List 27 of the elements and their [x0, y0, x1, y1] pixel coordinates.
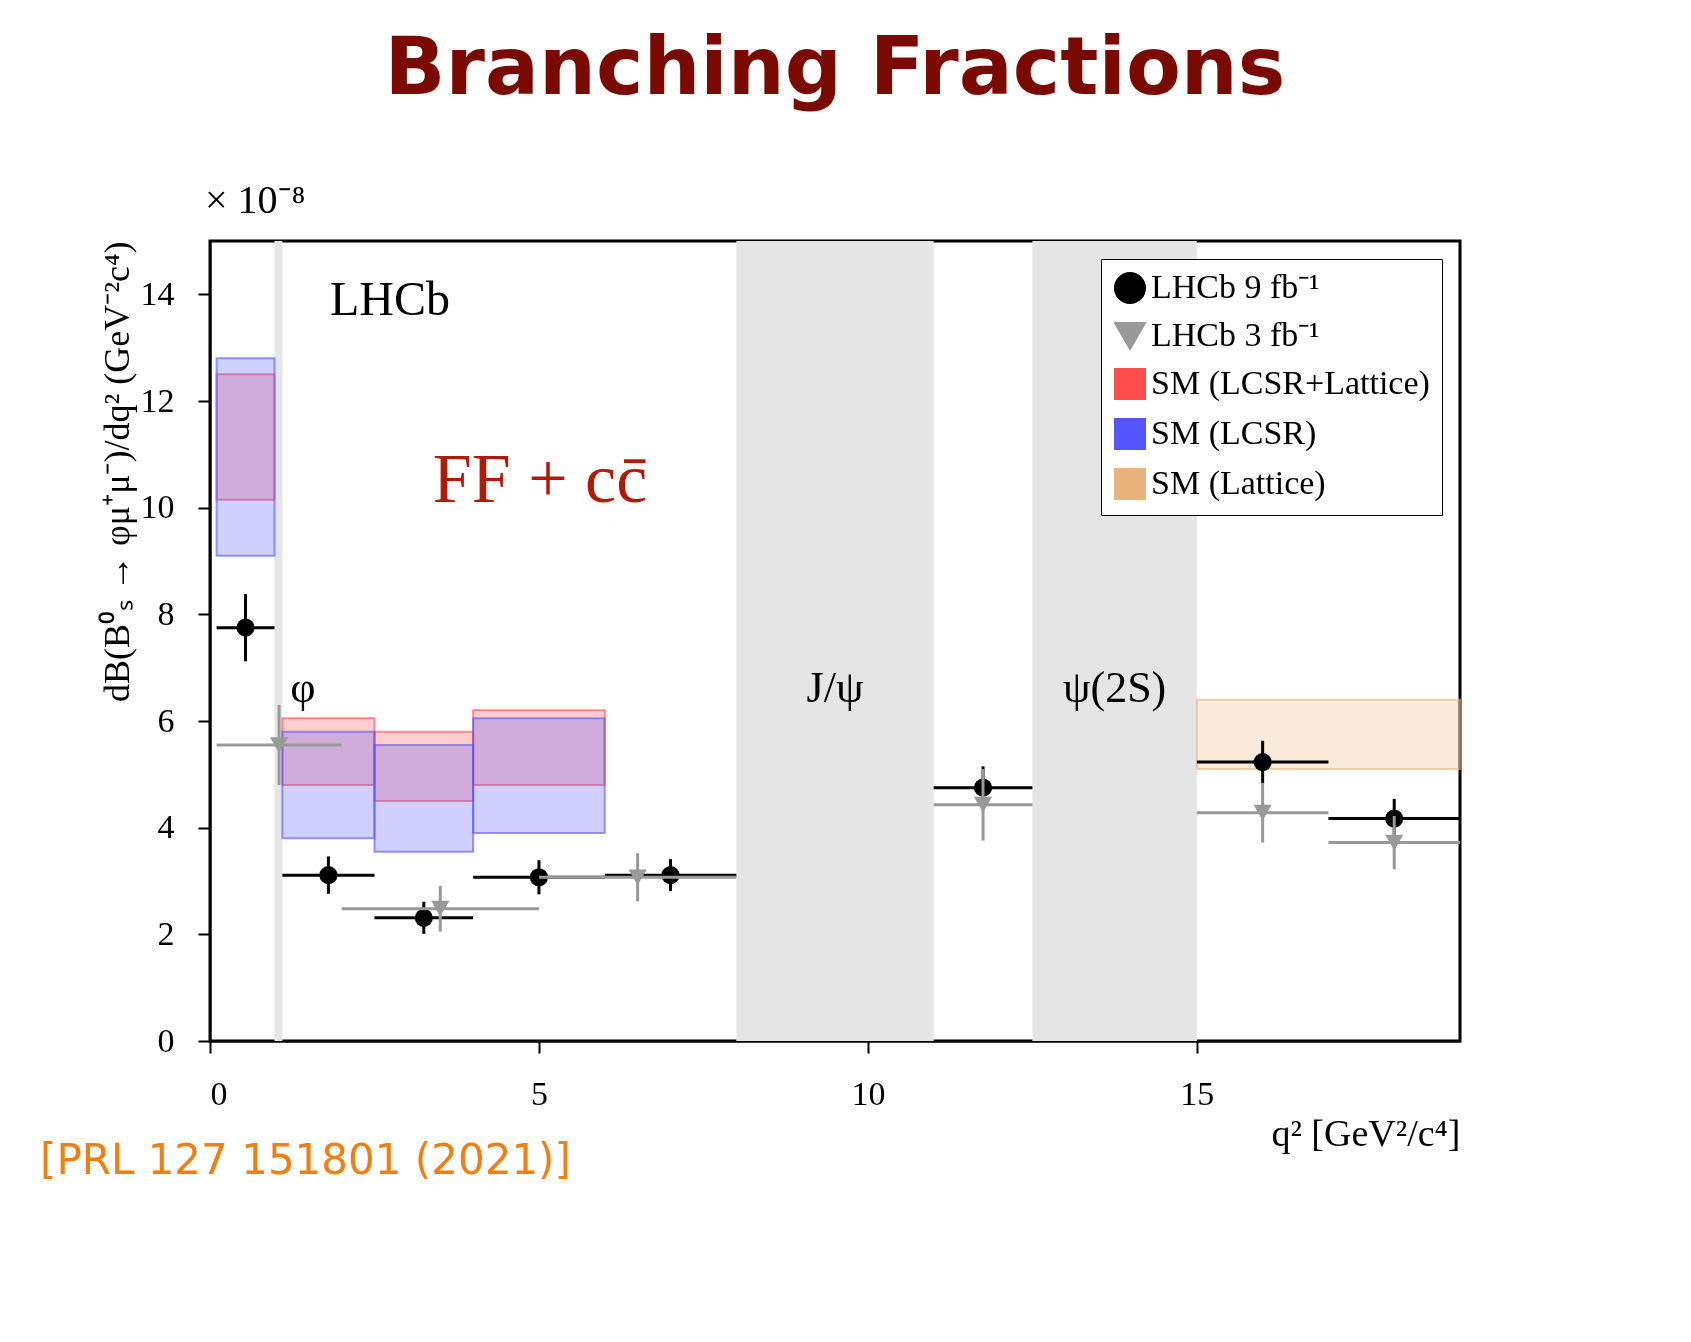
x-tick-label: 15	[1180, 1074, 1215, 1112]
y-tick-label: 8	[157, 594, 175, 632]
x-axis-title: q² [GeV²/c⁴]	[1271, 1111, 1461, 1154]
y-tick-label: 6	[157, 701, 175, 739]
band-label: φ	[290, 663, 316, 712]
legend-label: SM (LCSR+Lattice)	[1151, 364, 1430, 402]
y-tick-label: 0	[157, 1021, 175, 1059]
chart-title: Branching Fractions	[384, 20, 1286, 113]
text: [PRL 127 151801 (2021)]	[40, 1135, 571, 1184]
legend-label: SM (Lattice)	[1151, 464, 1326, 502]
y-tick-label: 12	[140, 381, 175, 419]
band-label: J/ψ	[806, 663, 864, 712]
y-tick-label: 4	[157, 808, 175, 846]
legend-label: SM (LCSR)	[1151, 414, 1317, 452]
legend-label: LHCb 3 fb⁻¹	[1151, 316, 1320, 353]
y-tick-label: 2	[157, 914, 175, 952]
annotation: FF + cc̄	[432, 440, 648, 517]
band-label: ψ(2S)	[1062, 663, 1167, 712]
legend-label: LHCb 9 fb⁻¹	[1151, 268, 1320, 305]
y-tick-label: 14	[140, 274, 175, 312]
y-axis-title: dB(B⁰ₛ → φμ⁺μ⁻)/dq² (GeV⁻²c⁴)	[96, 241, 137, 702]
x-tick-label: 5	[530, 1074, 548, 1112]
y-tick-label: 10	[140, 488, 175, 526]
text: × 10⁻⁸	[205, 177, 306, 222]
x-tick-label: 10	[851, 1074, 886, 1112]
annotation: LHCb	[330, 272, 450, 325]
x-tick-label: 0	[210, 1074, 228, 1112]
